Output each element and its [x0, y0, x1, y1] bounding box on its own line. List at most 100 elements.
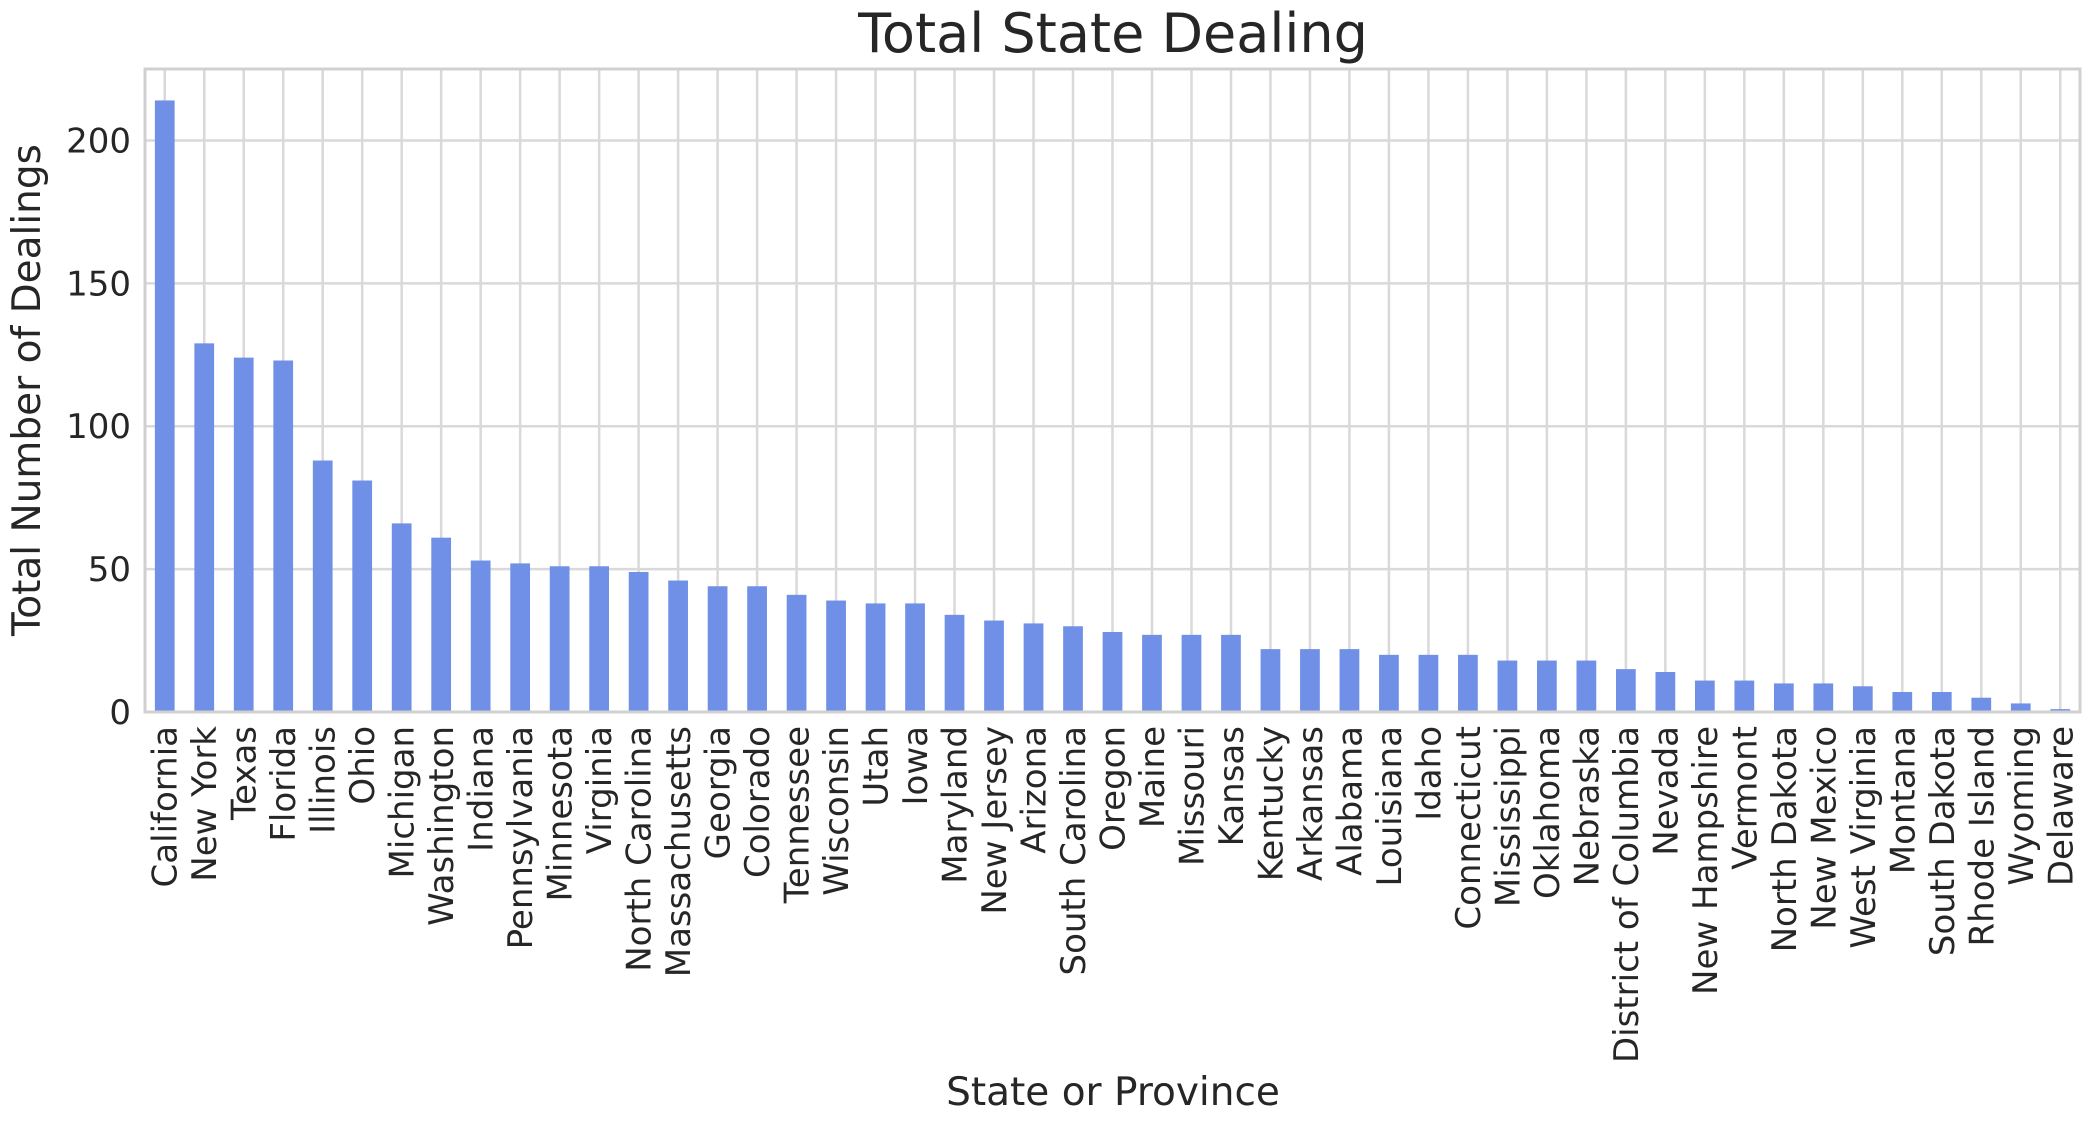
x-tick-label: Colorado: [738, 726, 778, 878]
x-tick-labels: California New York Texas Florida Illinois Oh…: [146, 726, 2082, 1063]
x-tick-label: North Carolina: [620, 726, 660, 972]
x-tick-label: Arkansas: [1291, 726, 1331, 881]
bar-nebraska: [1576, 660, 1597, 712]
bar-montana: [1892, 691, 1913, 712]
chart-title: Total State Dealing: [857, 2, 1368, 65]
x-axis-label: State or Province: [946, 1070, 1280, 1115]
bar-south-carolina: [1063, 626, 1083, 712]
x-tick-label: Nevada: [1646, 726, 1686, 856]
y-tick-label: 0: [109, 693, 131, 733]
y-tick-label: 200: [66, 121, 131, 161]
bar-georgia: [707, 586, 728, 712]
x-tick-label: Pennsylvania: [501, 726, 541, 949]
x-tick-label: Washington: [422, 726, 462, 926]
bar-ohio: [352, 480, 373, 712]
y-tick-label: 50: [88, 550, 131, 590]
bar-arizona: [1023, 623, 1044, 712]
bar-north-carolina: [628, 571, 649, 712]
x-tick-label: Ohio: [343, 726, 383, 805]
x-tick-label: District of Columbia: [1607, 726, 1647, 1063]
bar-michigan: [391, 523, 412, 712]
y-tick-label: 100: [66, 407, 131, 447]
plot-frame: [143, 67, 2082, 714]
bar-connecticut: [1458, 654, 1478, 712]
x-tick-label: Wisconsin: [817, 726, 857, 896]
bar-new-york: [194, 343, 215, 712]
x-tick-label: Alabama: [1330, 726, 1370, 876]
bar-wyoming: [2010, 703, 2031, 712]
x-tick-label: Minnesota: [541, 726, 581, 901]
x-tick-label: Maine: [1133, 726, 1173, 828]
bar-indiana: [470, 560, 491, 712]
bar-colorado: [747, 586, 767, 712]
y-axis-label: Total Number of Dealings: [5, 144, 50, 637]
bar-south-dakota: [1931, 691, 1952, 712]
bar-maine: [1142, 634, 1162, 712]
x-tick-label: Wyoming: [2002, 726, 2042, 886]
bar-arkansas: [1300, 649, 1320, 712]
bar-new-hampshire: [1694, 680, 1715, 712]
bar-louisiana: [1379, 654, 1399, 712]
bar-vermont: [1734, 680, 1755, 712]
bar-west-virginia: [1852, 686, 1873, 712]
bar-alabama: [1339, 649, 1360, 712]
bars: [154, 100, 2071, 713]
bar-texas: [233, 357, 254, 712]
bar-tennessee: [786, 594, 807, 712]
x-tick-label: Tennessee: [778, 726, 818, 904]
x-tick-label: Connecticut: [1449, 726, 1489, 930]
x-tick-label: New Hampshire: [1686, 726, 1726, 995]
x-tick-label: Mississippi: [1488, 726, 1528, 907]
x-tick-label: New Jersey: [975, 726, 1015, 915]
bar-iowa: [905, 603, 925, 712]
bar-pennsylvania: [510, 563, 531, 712]
bar-district-of-columbia: [1615, 669, 1636, 712]
bar-wisconsin: [826, 600, 846, 712]
x-tick-label: Idaho: [1409, 726, 1449, 821]
x-tick-label: California: [146, 726, 186, 887]
x-tick-label: Oregon: [1094, 726, 1134, 851]
x-tick-label: Utah: [857, 726, 897, 807]
bar-oregon: [1102, 631, 1123, 712]
x-tick-label: Louisiana: [1370, 726, 1410, 887]
bar-north-dakota: [1773, 683, 1794, 712]
x-tick-label: Oklahoma: [1528, 726, 1568, 899]
x-tick-label: New York: [185, 726, 225, 882]
bar-rhode-island: [1971, 697, 1992, 712]
x-tick-label: Delaware: [2041, 726, 2081, 886]
bar-virginia: [589, 566, 610, 712]
x-tick-label: Michigan: [383, 726, 423, 878]
x-tick-label: Maryland: [936, 726, 976, 884]
bar-minnesota: [549, 566, 570, 712]
bar-kentucky: [1260, 649, 1281, 712]
x-tick-label: Vermont: [1725, 726, 1765, 870]
x-tick-label: Florida: [264, 726, 304, 842]
x-tick-label: Massachusetts: [659, 726, 699, 977]
x-tick-label: Iowa: [896, 726, 936, 805]
x-tick-label: West Virginia: [1844, 726, 1884, 949]
y-tick-label: 150: [66, 264, 131, 304]
y-tick-labels: 0 50 100 150 200: [66, 121, 131, 733]
bar-maryland: [944, 614, 965, 712]
x-tick-label: Texas: [225, 726, 265, 821]
x-tick-label: New Mexico: [1804, 726, 1844, 930]
bar-oklahoma: [1537, 660, 1557, 712]
bar-illinois: [312, 460, 333, 712]
x-tick-label: Kentucky: [1251, 726, 1291, 881]
bar-idaho: [1418, 654, 1439, 712]
x-tick-label: Kansas: [1212, 726, 1252, 846]
x-tick-label: Missouri: [1172, 726, 1212, 866]
x-tick-label: Georgia: [699, 726, 739, 859]
x-tick-label: Montana: [1883, 726, 1923, 874]
bar-missouri: [1181, 634, 1202, 712]
x-tick-label: Arizona: [1015, 726, 1055, 854]
bar-new-mexico: [1813, 683, 1834, 712]
x-tick-label: Nebraska: [1567, 726, 1607, 886]
x-tick-label: Virginia: [580, 726, 620, 854]
bar-florida: [273, 360, 294, 712]
bar-kansas: [1221, 634, 1241, 712]
bar-new-jersey: [984, 620, 1004, 712]
bar-nevada: [1655, 671, 1676, 712]
x-tick-label: North Dakota: [1765, 726, 1805, 952]
